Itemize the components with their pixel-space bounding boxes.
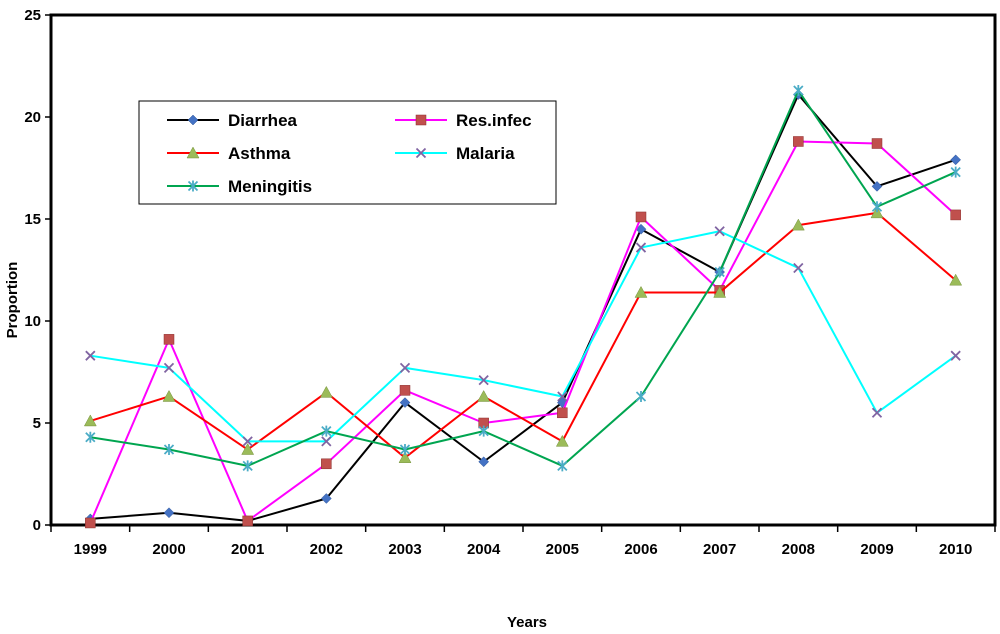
series-meningitis: [85, 84, 961, 472]
diarrhea-point: [163, 507, 175, 519]
meningitis-point: [793, 84, 804, 96]
diarrhea-point: [950, 154, 962, 166]
malaria-point: [399, 362, 411, 374]
res-infec-point: [557, 407, 568, 419]
x-tick-label: 2001: [231, 541, 264, 558]
meningitis-point: [478, 425, 489, 437]
legend-label: Diarrhea: [228, 111, 298, 130]
meningitis-point: [950, 166, 961, 178]
asthma-point: [949, 273, 963, 286]
asthma-point: [319, 385, 333, 398]
x-tick-label: 2007: [703, 541, 736, 558]
x-tick-label: 2004: [467, 541, 501, 558]
meningitis-point: [242, 460, 253, 472]
legend-label: Malaria: [456, 144, 515, 163]
malaria-point: [478, 375, 489, 386]
meningitis-line: [90, 89, 957, 467]
asthma-point: [713, 285, 727, 298]
diarrhea-point: [399, 397, 411, 408]
malaria-point: [321, 436, 332, 447]
x-axis-title: Years: [507, 614, 547, 631]
malaria-point: [85, 350, 96, 361]
malaria-point: [557, 391, 568, 402]
asthma-line: [90, 211, 957, 459]
plot-area: [49, 13, 997, 527]
x-tick-label: 2010: [939, 541, 972, 558]
y-tick-label: 10: [24, 313, 41, 330]
asthma-point: [870, 206, 884, 219]
y-axis-title: Proportion: [4, 262, 21, 339]
legend-item-diarrhea: Diarrhea: [167, 111, 298, 130]
res-infec-point: [399, 385, 411, 396]
diarrhea-point: [871, 181, 883, 192]
asthma-point: [555, 434, 569, 447]
y-tick-label: 25: [24, 7, 41, 24]
legend-swatch-marker: [186, 146, 200, 159]
y-tick-label: 15: [24, 211, 41, 228]
malaria-point: [163, 362, 175, 374]
asthma-point: [83, 414, 97, 427]
x-tick-label: 2009: [860, 541, 893, 558]
legend-swatch-marker: [187, 180, 199, 192]
meningitis-point: [321, 425, 332, 437]
malaria-point: [242, 436, 253, 447]
legend-swatch-marker: [415, 147, 427, 159]
asthma-point: [162, 389, 176, 402]
legend-swatch-marker: [415, 114, 427, 126]
y-tick-label: 5: [33, 415, 41, 432]
legend-swatch-marker: [187, 114, 199, 126]
legend-label: Meningitis: [228, 177, 312, 196]
malaria-line: [90, 230, 957, 443]
res-infec-point: [793, 136, 804, 147]
diarrhea-point: [478, 456, 490, 468]
y-tick-label: 0: [33, 517, 41, 534]
res-infec-point: [871, 138, 883, 149]
legend-item-meningitis: Meningitis: [167, 177, 312, 196]
legend-label: Asthma: [228, 144, 291, 163]
asthma-point: [477, 389, 491, 402]
legend-item-asthma: Asthma: [167, 144, 291, 163]
malaria-point: [635, 242, 647, 253]
x-tick-label: 2006: [624, 541, 657, 558]
asthma-point: [398, 451, 412, 463]
asthma-point: [634, 285, 648, 298]
asthma-point: [791, 218, 805, 231]
meningitis-point: [399, 444, 411, 456]
res-infec-point: [635, 211, 647, 223]
x-tick-label: 2005: [546, 541, 579, 558]
res-infec-point: [242, 515, 253, 527]
series-malaria: [85, 226, 961, 447]
axis-ticks: [45, 14, 996, 532]
x-tick-label: 2008: [782, 541, 815, 558]
res-infec-point: [950, 209, 961, 221]
tick-labels: 0 5 10 15 20 25 1999 2000 2001 2002 2003 2004 2005 20…: [24, 7, 972, 558]
x-tick-label: 2000: [152, 541, 185, 558]
meningitis-point: [871, 201, 883, 213]
legend-item-malaria: Malaria: [395, 144, 515, 163]
malaria-point: [714, 226, 725, 237]
meningitis-point: [163, 444, 175, 456]
series-asthma: [83, 206, 963, 463]
malaria-point: [950, 350, 961, 361]
asthma-point: [241, 442, 255, 455]
res-infec-point: [85, 517, 96, 529]
x-tick-label: 1999: [74, 541, 107, 558]
meningitis-point: [557, 460, 568, 472]
malaria-point: [793, 262, 804, 274]
x-tick-label: 2002: [310, 541, 343, 558]
malaria-point: [871, 407, 883, 418]
legend: Diarrhea Res.infec Asthma Malaria Meningitis: [138, 100, 557, 205]
legend-label: Res.infec: [456, 111, 532, 130]
legend-item-res-infec: Res.infec: [395, 111, 532, 130]
res-infec-point: [163, 334, 175, 345]
x-tick-label: 2003: [388, 541, 421, 558]
series-layer: [83, 84, 963, 529]
diarrhea-point: [320, 493, 332, 504]
meningitis-point: [714, 266, 725, 278]
meningitis-point: [85, 431, 96, 443]
y-tick-label: 20: [24, 109, 41, 126]
meningitis-point: [635, 390, 647, 402]
res-infec-point: [321, 458, 332, 470]
